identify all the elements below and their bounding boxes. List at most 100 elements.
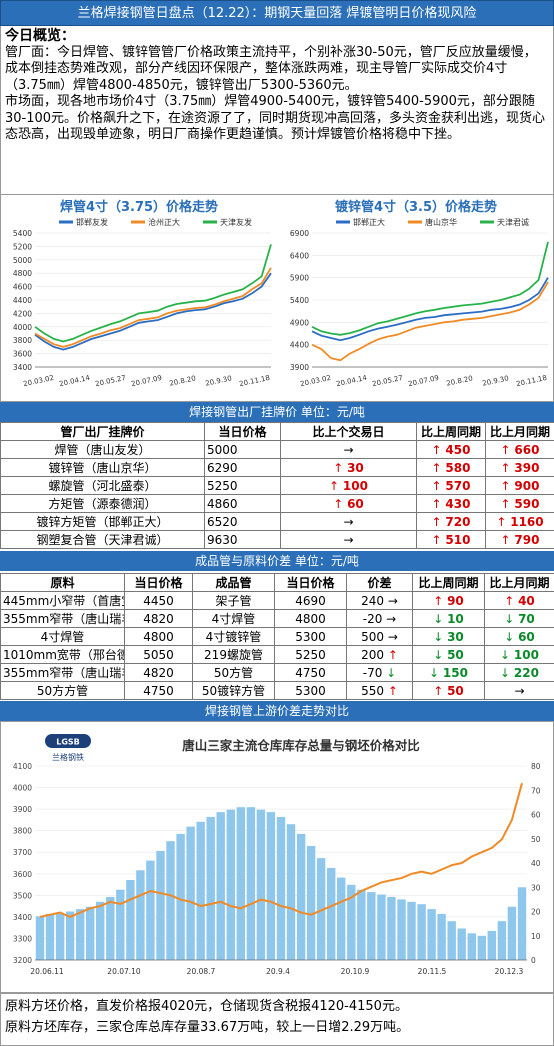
month-change: ↓ 220 <box>484 663 554 682</box>
inventory-bar <box>407 901 416 960</box>
y-tick-label: 5400 <box>290 296 309 305</box>
change-value: 570 <box>445 478 471 493</box>
billet-price-line <box>39 782 523 918</box>
x-tick-label: 20.03.02 <box>23 374 55 388</box>
price-charts-row: 焊管4寸（3.75）价格走势 邯郸友发 沧州正大 天津友发 3400 3600 3800 40… <box>0 194 554 402</box>
week-change: ↑ 720 <box>416 512 486 531</box>
spread-arrow-icon: ↑ <box>387 683 398 698</box>
y-tick-label: 3200 <box>13 956 32 965</box>
x-tick-label: 20.8.20 <box>169 374 197 387</box>
y-tick-label: 5900 <box>290 274 309 283</box>
spread-cell: 200 ↑ <box>346 645 413 664</box>
product-name: 50镀锌方管 <box>192 681 275 700</box>
month-change: → <box>484 681 554 700</box>
inventory-bar <box>377 894 386 960</box>
logo-text: 兰格钢铁 <box>52 752 84 762</box>
change-value: 580 <box>445 460 471 475</box>
column-header: 价差 <box>346 573 413 592</box>
y-tick-label: 5000 <box>13 256 32 265</box>
raw-material: 355mm窄带（唐山瑞丰） <box>0 609 125 628</box>
y-tick-label: 3900 <box>290 363 309 372</box>
y-tick-label: 3600 <box>13 870 32 879</box>
weld-pipe-chart: 焊管4寸（3.75）价格走势 邯郸友发 沧州正大 天津友发 3400 3600 3800 40… <box>1 195 277 401</box>
inventory-bar <box>427 909 436 960</box>
change-value: 510 <box>445 532 471 547</box>
change-value: 390 <box>514 460 540 475</box>
day-change: ↑ 60 <box>280 494 417 513</box>
raw-material: 355mm窄带（唐山瑞丰） <box>0 663 125 682</box>
raw-price: 4820 <box>124 663 193 682</box>
month-change: ↓ 70 <box>484 609 554 628</box>
y-tick-label: 4200 <box>13 309 32 318</box>
month-change: ↓ 60 <box>484 627 554 646</box>
y-tick-label: 4000 <box>13 323 32 332</box>
change-value: 60 <box>518 629 535 644</box>
y-tick-label: 4100 <box>13 762 32 771</box>
x-tick-label: 20.07.09 <box>408 374 440 388</box>
column-header: 管厂出厂挂牌价 <box>0 422 205 441</box>
column-header: 原料 <box>0 573 125 592</box>
raw-material: 1010mm宽带（邢台德龙） <box>0 645 125 664</box>
x-tick-label: 20.11.5 <box>418 967 447 976</box>
inventory-bar <box>146 860 155 960</box>
change-value: 60 <box>347 496 364 511</box>
legend-label: 邯郸友发 <box>76 217 108 227</box>
price-cell: 9630 <box>204 530 281 549</box>
week-change: ↑ 510 <box>416 530 486 549</box>
column-header: 比上周同期 <box>416 422 486 441</box>
product-name: 镀锌管（唐山京华） <box>0 458 205 477</box>
legend-label: 沧州正大 <box>148 217 180 227</box>
column-header: 比上个交易日 <box>280 422 417 441</box>
inventory-bar <box>96 901 105 960</box>
week-change: ↑ 50 <box>412 681 485 700</box>
raw-material: 445mm小窄带（首唐宝生） <box>0 591 125 610</box>
raw-price: 4750 <box>124 681 193 700</box>
week-change: ↑ 90 <box>412 591 485 610</box>
galv-pipe-chart: 镀锌管4寸（3.5）价格走势 邯郸正大 唐山京华 天津君诚 3900 4400 4900 54… <box>278 195 554 401</box>
x-tick-label: 20.07.10 <box>107 967 141 976</box>
y-tick-label: 3900 <box>13 805 32 814</box>
series-line <box>311 281 549 362</box>
arrow-up-icon: ↑ <box>431 442 446 457</box>
change-value: 50 <box>447 647 464 662</box>
inventory-bar <box>256 809 266 960</box>
product-price: 4750 <box>274 663 347 682</box>
y-tick-label: 6400 <box>290 251 309 260</box>
raw-price: 5050 <box>124 645 193 664</box>
inventory-bar <box>156 850 165 960</box>
x-tick-label: 20.12.3 <box>495 967 524 976</box>
product-name: 219螺旋管 <box>192 645 275 664</box>
change-value: 660 <box>514 442 540 457</box>
day-change: → <box>280 530 417 549</box>
arrow-up-icon: ↑ <box>431 478 446 493</box>
change-value: 40 <box>518 593 535 608</box>
spread-cell: 550 ↑ <box>346 681 413 700</box>
y2-tick-label: 80 <box>531 762 541 771</box>
inventory-bar <box>417 904 426 960</box>
table-row: 50方方管 4750 50镀锌方管 5300 550 ↑ ↑ 50 → <box>0 681 554 700</box>
change-value: 90 <box>447 593 464 608</box>
inventory-bar <box>65 911 75 960</box>
change-value: 590 <box>514 496 540 511</box>
change-value: 720 <box>445 514 471 529</box>
raw-price: 4450 <box>124 591 193 610</box>
inventory-bar <box>447 921 456 960</box>
day-change: ↑ 100 <box>280 476 417 495</box>
footer-line2: 原料方坯库存，三家仓库总库存量33.67万吨，较上一日增2.29万吨。 <box>5 1020 410 1035</box>
product-price: 4690 <box>274 591 347 610</box>
x-tick-label: 20.07.09 <box>131 374 163 388</box>
change-value: 50 <box>447 683 464 698</box>
day-change: → <box>280 440 417 459</box>
change-value: 430 <box>445 496 471 511</box>
inventory-bar <box>296 833 306 960</box>
arrow-down-icon: ↓ <box>429 665 443 680</box>
inventory-bar <box>487 930 496 960</box>
y-tick-label: 4400 <box>290 341 309 350</box>
table-row: 方矩管（源泰德润） 4860 ↑ 60 ↑ 430 ↑ 590 <box>0 494 554 513</box>
y-tick-label: 3400 <box>13 363 32 372</box>
change-value: 790 <box>514 532 540 547</box>
spread-cell: 240 → <box>346 591 413 610</box>
